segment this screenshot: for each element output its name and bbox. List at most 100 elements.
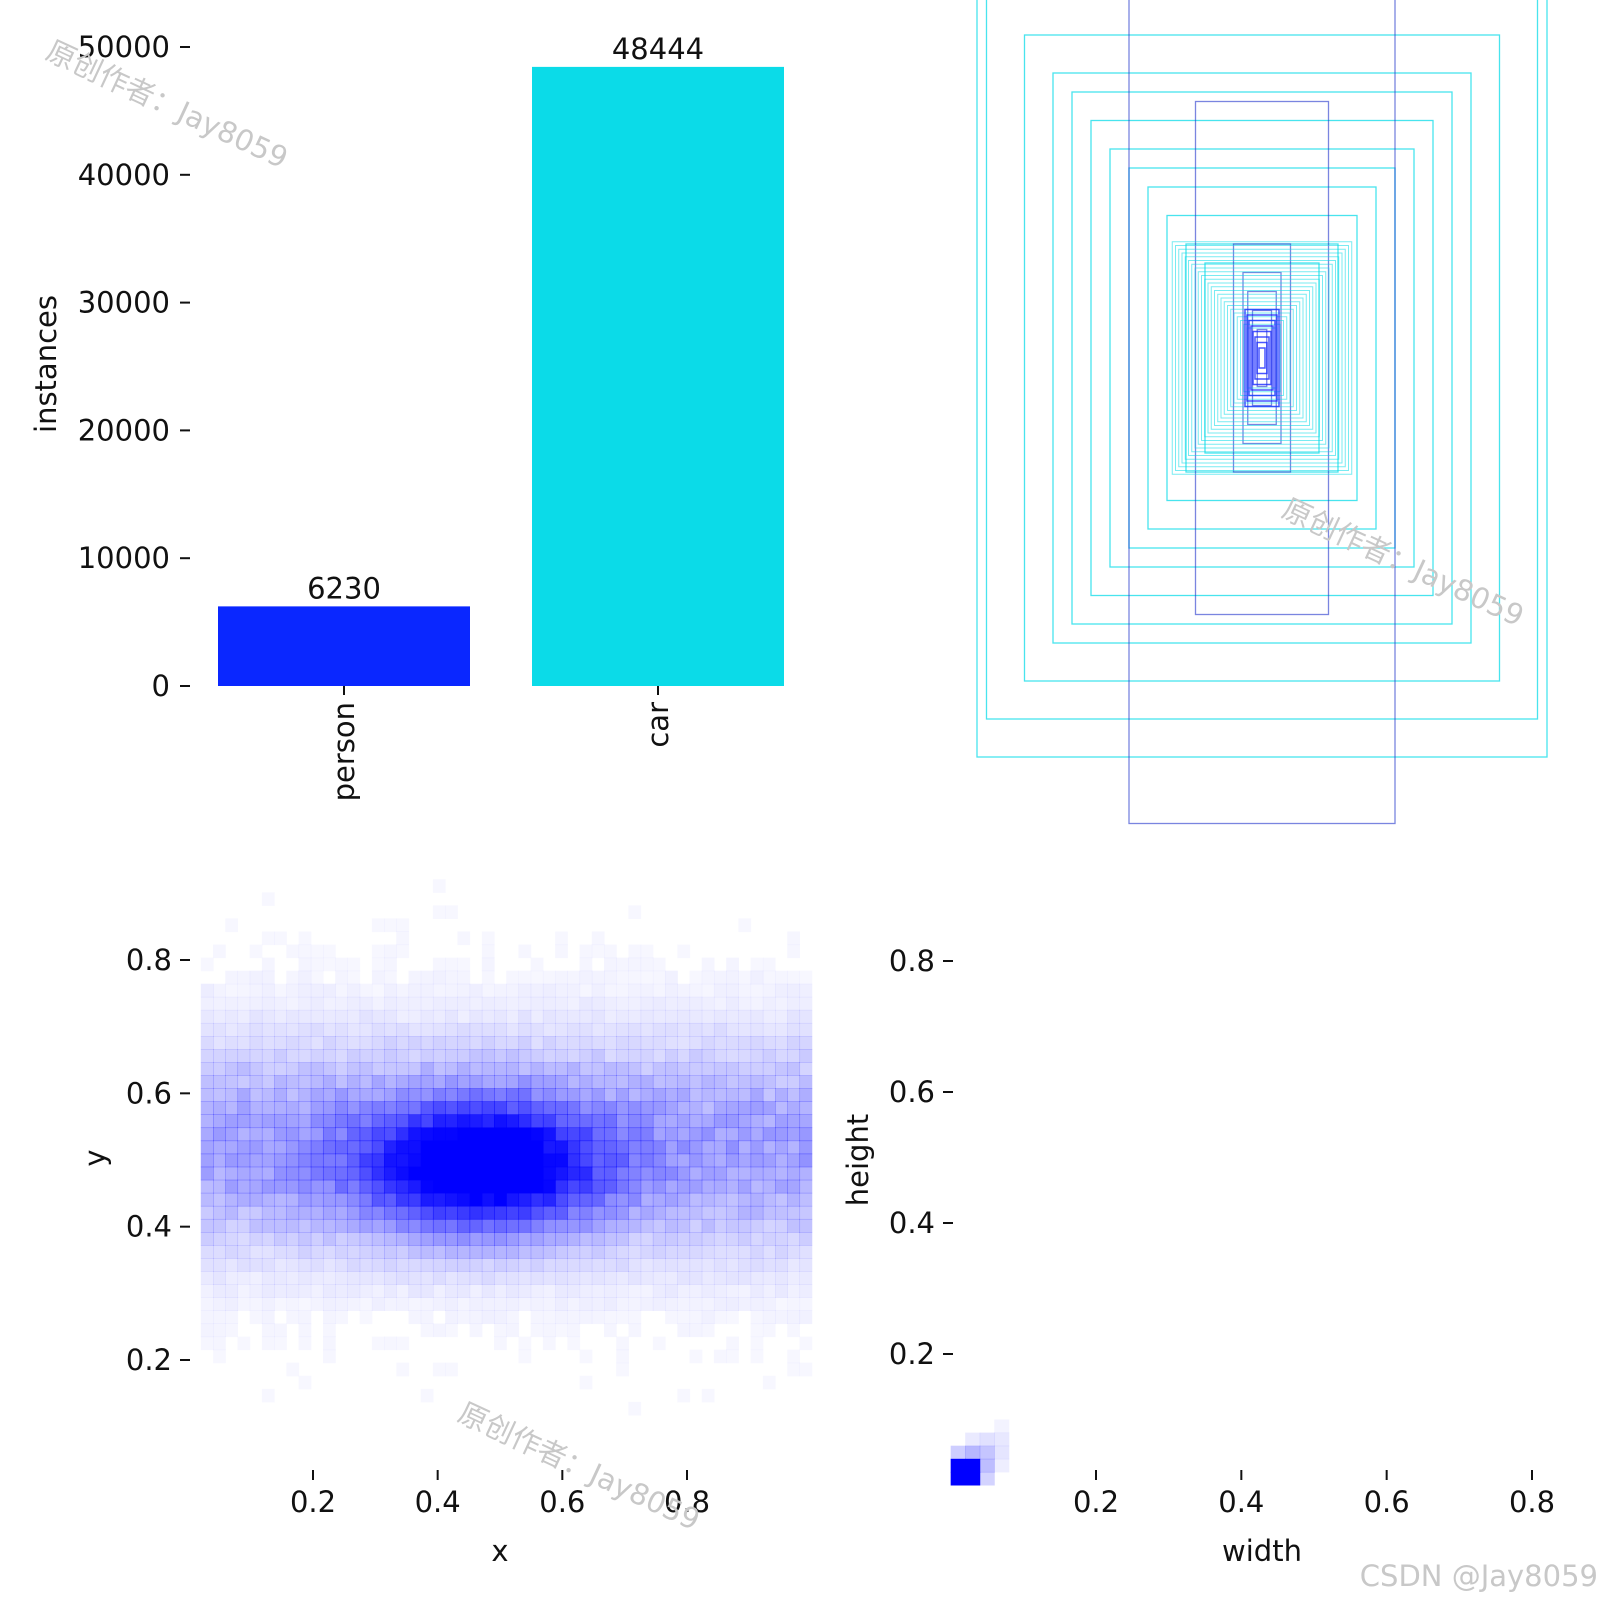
heatmap-cell [652,1101,666,1115]
heatmap-cell [286,1271,300,1285]
heatmap-cell [445,1075,458,1089]
heatmap-cell [591,1140,605,1155]
heatmap-cell [555,1310,568,1325]
heatmap-cell [335,1049,349,1063]
heatmap-cell [396,1258,410,1272]
bar-value-label: 6230 [307,571,381,605]
heatmap-cell [274,1088,287,1102]
heatmap-cell [213,1205,226,1220]
heatmap-cell [225,1140,239,1155]
heatmap-cell [750,1036,764,1050]
heatmap-cell [530,1114,544,1129]
heatmap-cell [286,1114,300,1129]
heatmap-cell [787,1140,801,1155]
box-outline-person [1252,330,1272,386]
heatmap-cell [738,1153,752,1168]
heatmap-cell [213,1101,226,1115]
heatmap-cell [567,1062,581,1076]
heatmap-cell [689,1310,703,1325]
heatmap-cell [701,1179,715,1194]
heatmap-cell [261,957,275,972]
heatmap-cell [689,1009,703,1024]
heatmap-cell [274,1337,287,1351]
heatmap-cell [249,983,263,998]
heatmap-cell [201,958,214,972]
heatmap-cell [799,1218,813,1233]
heatmap-cell [713,1218,727,1233]
heatmap-cell [628,945,641,959]
heatmap-cell [408,983,422,998]
heatmap-cell [616,1232,630,1246]
heatmap-cell [494,1337,507,1351]
heatmap-cell [628,1075,642,1089]
heatmap-cell [274,1258,287,1272]
heatmap-cell [225,1049,239,1063]
heatmap-cell [750,983,764,998]
heatmap-cell [445,1088,458,1102]
heatmap-cell [726,1297,739,1311]
heatmap-cell [555,1284,568,1298]
heatmap-cell [579,996,593,1011]
heatmap-cell [591,1297,605,1311]
heatmap-cell [469,1022,483,1037]
heatmap-cell [298,1022,312,1037]
heatmap-cell [652,1140,666,1155]
heatmap-cell [200,1101,214,1115]
heatmap-cell [433,905,446,919]
heatmap-cell [274,1245,287,1259]
heatmap-cell [542,1232,556,1246]
heatmap-cell [616,1036,630,1050]
heatmap-cell [518,1062,532,1076]
box-outline-car [1217,293,1307,423]
heatmap-cell [481,1166,495,1181]
heatmap-cell [322,1166,336,1181]
heatmap-cell [726,1179,739,1194]
heatmap-cell [237,1009,251,1024]
heatmap-cell [432,1114,446,1129]
heatmap-cell [482,971,495,985]
y-tick-label: 0.4 [126,1210,172,1244]
heatmap-cell [738,1179,752,1194]
heatmap-cell [469,1153,483,1168]
bar-person [218,606,470,686]
heatmap-cell [347,1062,361,1076]
heatmap-cell [445,1323,458,1337]
heatmap-cell [213,1323,226,1338]
heatmap-cell [738,971,751,985]
box-outline-car [1201,275,1323,441]
heatmap-cell [359,1009,373,1024]
heatmap-cell [359,1192,373,1207]
heatmap-cell [286,970,300,985]
heatmap-cell [261,1297,275,1311]
heatmap-cell [799,1179,813,1194]
heatmap-cell [555,1088,568,1102]
heatmap-cell [750,1245,764,1259]
heatmap-cell [689,1323,703,1338]
heatmap-cell [298,1245,312,1259]
heatmap-cell [567,1297,581,1311]
heatmap-cell [359,1205,373,1220]
box-outline-car [1194,267,1330,449]
heatmap-cell [249,1022,263,1037]
heatmap-cell [542,1075,556,1089]
heatmap-cell [965,1471,981,1486]
heatmap-cell [787,1218,801,1233]
heatmap-cell [628,1127,642,1142]
heatmap-cell [603,1101,617,1115]
heatmap-cell [616,1140,630,1155]
heatmap-cell [481,1271,495,1285]
heatmap-cell [420,1271,434,1285]
heatmap-cell [628,1009,642,1024]
heatmap-cell [506,1179,520,1194]
heatmap-cell [261,1140,275,1155]
heatmap-cell [384,1140,397,1155]
heatmap-cell [298,1114,312,1129]
heatmap-cell [420,983,434,998]
heatmap-cell [591,1088,605,1102]
heatmap-cell [628,1323,642,1338]
heatmap-cell [261,1036,275,1050]
heatmap-cell [384,1284,397,1298]
heatmap-cell [420,1192,434,1207]
heatmap-cell [603,1049,617,1063]
heatmap-cell [445,1179,458,1194]
